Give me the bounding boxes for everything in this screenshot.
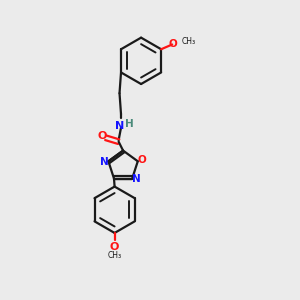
Text: O: O — [98, 131, 107, 141]
Text: N: N — [132, 174, 141, 184]
Text: O: O — [110, 242, 119, 252]
Text: CH₃: CH₃ — [107, 251, 122, 260]
Text: CH₃: CH₃ — [182, 37, 196, 46]
Text: O: O — [138, 155, 146, 165]
Text: O: O — [168, 39, 177, 49]
Text: N: N — [115, 121, 124, 131]
Text: N: N — [100, 157, 108, 167]
Text: H: H — [125, 119, 134, 129]
